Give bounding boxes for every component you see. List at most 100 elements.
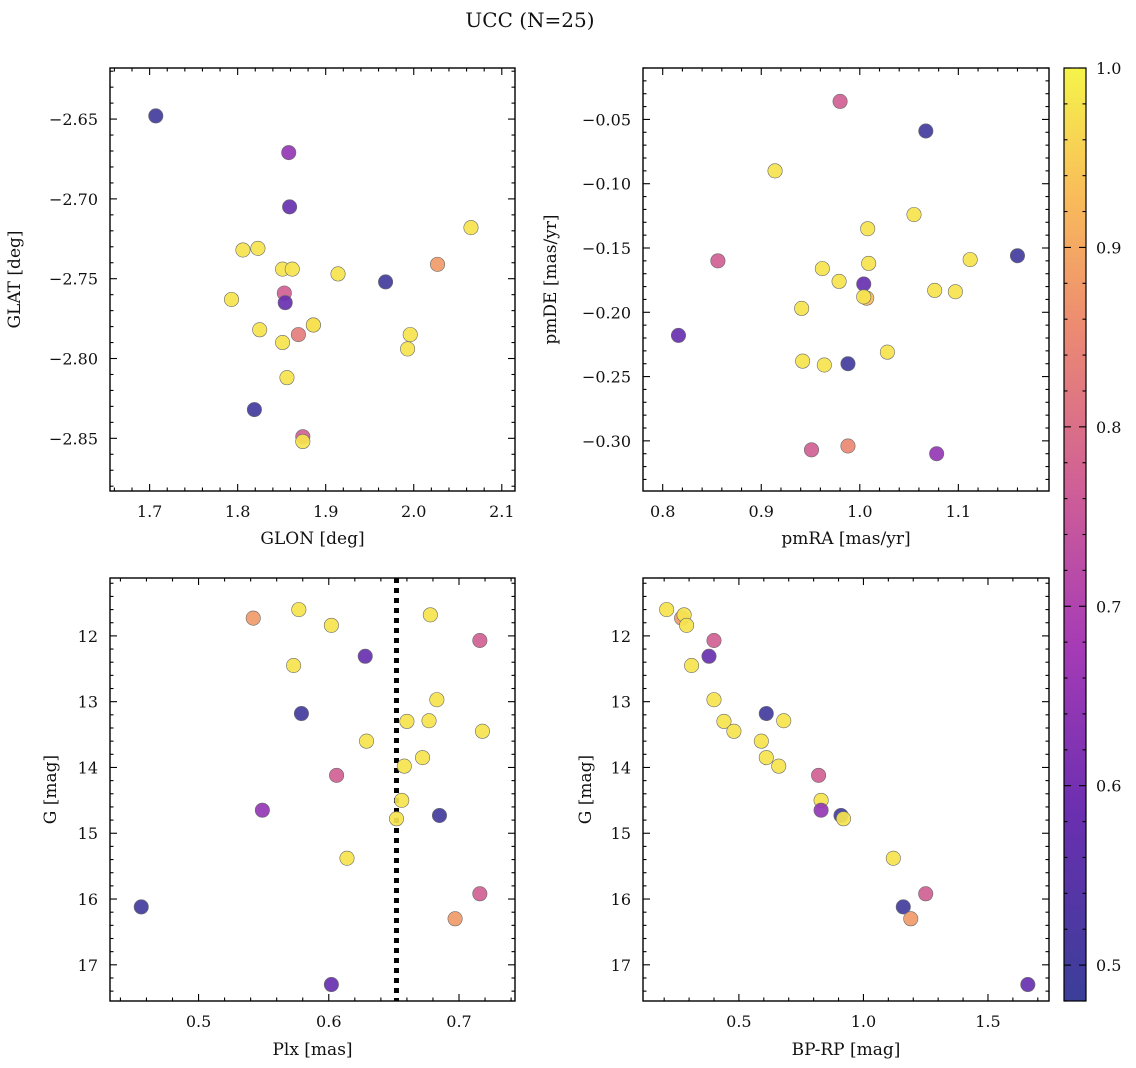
scatter-point <box>357 648 373 664</box>
scatter-point <box>816 357 832 373</box>
x-tick-label: 1.8 <box>225 502 250 521</box>
scatter-point <box>1009 248 1025 264</box>
scatter-point <box>710 253 726 269</box>
y-tick-label: −0.15 <box>582 239 631 258</box>
y-axis-label: G [mag] <box>41 755 61 824</box>
scatter-point <box>429 692 445 708</box>
colorbar-tick-label: 0.7 <box>1096 597 1121 616</box>
scatter-point <box>330 266 346 282</box>
colorbar-tick-label: 0.8 <box>1096 418 1121 437</box>
scatter-point <box>659 602 675 618</box>
y-tick-label: 15 <box>78 824 98 843</box>
y-tick-label: 15 <box>611 824 631 843</box>
scatter-point <box>670 327 686 343</box>
scatter-point <box>402 327 418 343</box>
scatter-point <box>836 811 852 827</box>
x-tick-label: 1.0 <box>847 502 872 521</box>
y-tick-label: −0.25 <box>582 368 631 387</box>
panel-2: 0.8 0.9 1.0 1.1 −0.05 −0.10 −0.15 −0.20 −0.25 −0.… <box>541 67 1050 549</box>
scatter-point <box>286 657 302 673</box>
scatter-point <box>962 252 978 268</box>
scatter-point <box>323 617 339 633</box>
scatter-point <box>295 434 311 450</box>
scatter-point <box>472 886 488 902</box>
scatter-point <box>431 807 447 823</box>
scatter-point <box>463 220 479 236</box>
y-tick-label: −0.20 <box>582 303 631 322</box>
scatter-point <box>679 617 695 633</box>
plot-frame <box>109 67 516 492</box>
scatter-point <box>840 356 856 372</box>
scatter-point <box>903 911 919 927</box>
y-tick-label: −2.80 <box>49 350 98 369</box>
x-tick-label: 0.8 <box>650 502 675 521</box>
scatter-point <box>831 273 847 289</box>
scatter-point <box>235 242 251 258</box>
scatter-point <box>133 899 149 915</box>
scatter-point <box>281 145 297 161</box>
scatter-point <box>856 276 872 292</box>
scatter-point <box>758 750 774 766</box>
scatter-point <box>305 317 321 333</box>
scatter-point <box>879 344 895 360</box>
scatter-point <box>246 402 262 418</box>
y-axis-label: G [mag] <box>576 755 596 824</box>
scatter-point <box>927 282 943 298</box>
scatter-point <box>474 723 490 739</box>
x-axis-label: GLON [deg] <box>260 529 364 549</box>
scatter-point <box>339 850 355 866</box>
scatter-point <box>895 899 911 915</box>
scatter-point <box>422 607 438 623</box>
scatter-point <box>753 733 769 749</box>
scatter-point <box>148 108 164 124</box>
y-tick-label: 12 <box>78 627 98 646</box>
y-tick-label: 14 <box>78 758 98 777</box>
scatter-point <box>814 261 830 277</box>
scatter-point <box>701 648 717 664</box>
scatter-point <box>832 93 848 109</box>
scatter-point <box>250 240 266 256</box>
scatter-point <box>840 438 856 454</box>
scatter-point <box>388 811 404 827</box>
x-tick-label: 2.0 <box>401 502 426 521</box>
y-tick-label: 13 <box>78 693 98 712</box>
y-tick-label: 14 <box>611 758 631 777</box>
y-axis-label: pmDE [mas/yr] <box>541 214 561 344</box>
scatter-point <box>767 163 783 179</box>
x-tick-label: 0.7 <box>446 1012 471 1031</box>
x-tick-label: 0.5 <box>726 1012 751 1031</box>
scatter-point <box>861 255 877 271</box>
scatter-point <box>918 886 934 902</box>
scatter-point <box>794 300 810 316</box>
y-tick-label: −2.70 <box>49 190 98 209</box>
scatter-point <box>447 911 463 927</box>
x-axis-label: Plx [mas] <box>272 1040 352 1060</box>
scatter-point <box>277 295 293 311</box>
colorbar-tick-label: 0.5 <box>1096 956 1121 975</box>
scatter-point <box>716 713 732 729</box>
scatter-point <box>284 261 300 277</box>
scatter-point <box>472 632 488 648</box>
scatter-point <box>293 706 309 722</box>
colorbar-tick-label: 0.6 <box>1096 777 1121 796</box>
figure-title: UCC (N=25) <box>465 8 594 32</box>
scatter-point <box>795 353 811 369</box>
scatter-point <box>359 733 375 749</box>
panel-4: 0.5 1.0 1.5 12 13 14 15 16 17 BP-RP [mag] G [mag] <box>576 577 1050 1060</box>
scatter-point <box>684 657 700 673</box>
colorbar-tick-label: 1.0 <box>1096 59 1121 78</box>
scatter-point <box>254 802 270 818</box>
scatter-point <box>776 713 792 729</box>
x-tick-label: 0.5 <box>186 1012 211 1031</box>
x-tick-label: 1.5 <box>975 1012 1000 1031</box>
scatter-point <box>400 341 416 357</box>
scatter-point <box>245 610 261 626</box>
scatter-point <box>758 706 774 722</box>
scatter-point <box>275 335 291 351</box>
scatter-point <box>421 713 437 729</box>
plot-frame <box>642 67 1050 492</box>
y-tick-label: 17 <box>611 956 631 975</box>
scatter-point <box>399 713 415 729</box>
scatter-point <box>329 767 345 783</box>
